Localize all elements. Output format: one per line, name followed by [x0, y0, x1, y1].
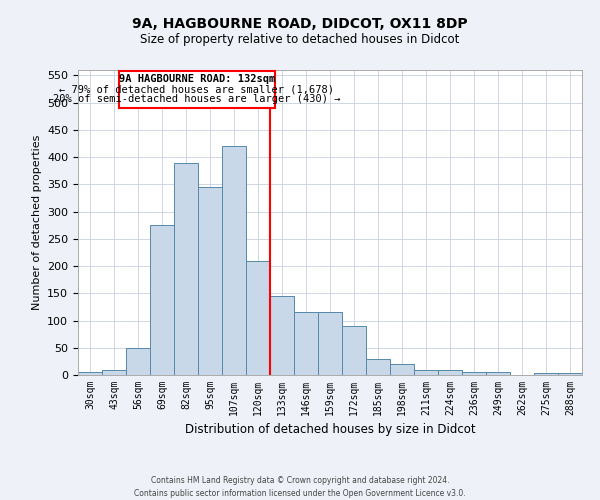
- Bar: [198, 187, 222, 375]
- Bar: [318, 312, 342, 375]
- Bar: [438, 370, 462, 375]
- FancyBboxPatch shape: [119, 71, 275, 108]
- Bar: [294, 312, 318, 375]
- Bar: [342, 326, 366, 375]
- Text: 9A, HAGBOURNE ROAD, DIDCOT, OX11 8DP: 9A, HAGBOURNE ROAD, DIDCOT, OX11 8DP: [132, 18, 468, 32]
- Bar: [102, 370, 126, 375]
- Bar: [174, 162, 198, 375]
- Bar: [270, 296, 294, 375]
- Text: Contains HM Land Registry data © Crown copyright and database right 2024.
Contai: Contains HM Land Registry data © Crown c…: [134, 476, 466, 498]
- Bar: [222, 146, 246, 375]
- X-axis label: Distribution of detached houses by size in Didcot: Distribution of detached houses by size …: [185, 424, 475, 436]
- Bar: [246, 260, 270, 375]
- Bar: [462, 372, 486, 375]
- Text: 20% of semi-detached houses are larger (430) →: 20% of semi-detached houses are larger (…: [53, 94, 341, 104]
- Bar: [390, 364, 414, 375]
- Bar: [414, 370, 438, 375]
- Bar: [534, 374, 558, 375]
- Text: 9A HAGBOURNE ROAD: 132sqm: 9A HAGBOURNE ROAD: 132sqm: [119, 74, 275, 84]
- Bar: [486, 372, 510, 375]
- Bar: [366, 358, 390, 375]
- Bar: [150, 225, 174, 375]
- Text: Size of property relative to detached houses in Didcot: Size of property relative to detached ho…: [140, 32, 460, 46]
- Text: ← 79% of detached houses are smaller (1,678): ← 79% of detached houses are smaller (1,…: [59, 84, 334, 94]
- Bar: [126, 348, 150, 375]
- Bar: [78, 372, 102, 375]
- Bar: [558, 374, 582, 375]
- Y-axis label: Number of detached properties: Number of detached properties: [32, 135, 41, 310]
